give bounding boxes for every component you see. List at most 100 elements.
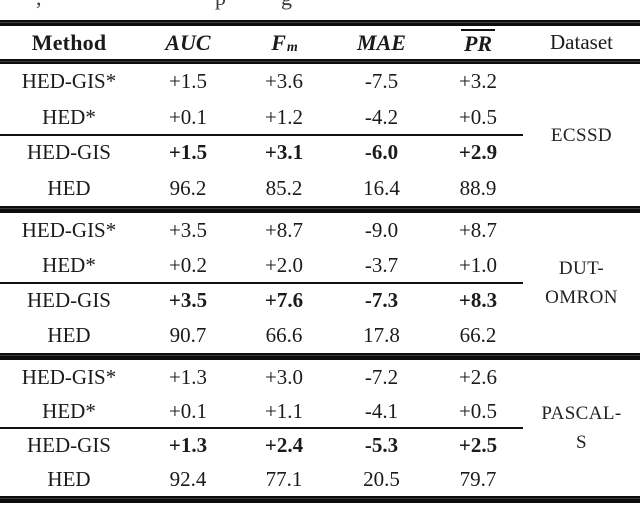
caption-glyph: g — [281, 0, 292, 11]
pr-cell: +3.2 — [458, 69, 498, 94]
fm-cell: +3.1 — [264, 140, 304, 165]
mae-cell: 17.8 — [363, 323, 400, 347]
auc-cell: +1.5 — [168, 140, 208, 165]
dataset-line: OMRON — [545, 287, 618, 308]
group-separator-rule — [0, 206, 640, 213]
pr-cell: +8.7 — [458, 218, 498, 242]
group-separator-rule — [0, 353, 640, 360]
table-top-rule — [0, 20, 640, 26]
caption-glyph: p — [215, 0, 226, 11]
mae-cell: 20.5 — [363, 466, 400, 491]
pr-cell: +2.6 — [458, 364, 498, 389]
method-cell: HED* — [42, 253, 96, 277]
method-cell: HED — [47, 175, 91, 200]
method-cell: HED-GIS — [27, 288, 111, 312]
auc-cell: +0.1 — [168, 398, 208, 423]
col-header-auc: AUC — [165, 29, 211, 55]
caption-glyph: , — [36, 0, 42, 11]
fm-cell: +3.0 — [264, 364, 304, 389]
fm-cell: +1.1 — [264, 398, 304, 423]
table-bottom-rule — [0, 496, 640, 503]
dataset-line: S — [576, 432, 587, 453]
dataset-group-ecssd: HED-GIS* +1.5 +3.6 -7.5 +3.2 HED* +0.1 +… — [0, 64, 640, 206]
fm-cell: +2.0 — [264, 253, 304, 277]
table-row: HED-GIS* +1.5 +3.6 -7.5 +3.2 — [0, 64, 640, 100]
pr-overline-label: PR — [460, 29, 496, 56]
mae-cell: -4.1 — [364, 398, 399, 423]
mae-cell: -9.0 — [364, 218, 399, 242]
fm-cell: +7.6 — [264, 288, 304, 312]
pr-cell: 66.2 — [459, 323, 497, 347]
col-header-mae: MAE — [357, 29, 406, 55]
group-mid-rule — [0, 134, 523, 136]
method-cell: HED-GIS* — [21, 69, 117, 94]
table-row: HED 92.4 77.1 20.5 79.7 — [0, 462, 640, 496]
fm-cell: +2.4 — [264, 432, 304, 457]
col-header-method: Method — [31, 29, 107, 55]
auc-cell: +1.3 — [168, 432, 208, 457]
mae-cell: -5.3 — [364, 432, 399, 457]
auc-cell: +3.5 — [168, 218, 208, 242]
table-row: HED-GIS* +3.5 +8.7 -9.0 +8.7 — [0, 213, 640, 248]
auc-cell: 92.4 — [169, 466, 207, 491]
auc-cell: +3.5 — [168, 288, 208, 312]
fm-cell: +8.7 — [264, 218, 304, 242]
dataset-group-pascal-s: HED-GIS* +1.3 +3.0 -7.2 +2.6 HED* +0.1 +… — [0, 360, 640, 496]
mae-cell: -4.2 — [364, 104, 399, 129]
pr-cell: 88.9 — [459, 175, 497, 200]
fm-main: F — [271, 29, 286, 55]
dataset-name: PASCAL- S — [523, 360, 640, 496]
fm-subscript: m — [286, 39, 298, 55]
group-mid-rule — [0, 427, 523, 429]
table-row: HED* +0.1 +1.1 -4.1 +0.5 — [0, 394, 640, 428]
method-cell: HED-GIS — [27, 432, 111, 457]
mae-cell: 16.4 — [363, 175, 400, 200]
pr-cell: +2.5 — [458, 432, 498, 457]
auc-cell: +0.1 — [168, 104, 208, 129]
auc-cell: 96.2 — [169, 175, 207, 200]
pr-cell: +2.9 — [458, 140, 498, 165]
table-row: HED* +0.1 +1.2 -4.2 +0.5 — [0, 100, 640, 136]
col-header-pr: PR — [433, 26, 523, 59]
header-bottom-rule — [0, 59, 640, 64]
auc-cell: +0.2 — [168, 253, 208, 277]
dataset-line: PASCAL- — [541, 403, 622, 424]
col-header-dataset: Dataset — [550, 30, 613, 54]
method-cell: HED* — [42, 104, 96, 129]
pr-cell: +0.5 — [458, 104, 498, 129]
cropped-caption-fragment: , p g — [0, 0, 640, 13]
table-row: HED-GIS* +1.3 +3.0 -7.2 +2.6 — [0, 360, 640, 394]
table-row: HED 90.7 66.6 17.8 66.2 — [0, 318, 640, 353]
fm-cell: 66.6 — [265, 323, 303, 347]
table-row: HED 96.2 85.2 16.4 88.9 — [0, 171, 640, 207]
dataset-name: DUT- OMRON — [523, 213, 640, 353]
pr-cell: +1.0 — [458, 253, 498, 277]
auc-cell: +1.5 — [168, 69, 208, 94]
method-cell: HED* — [42, 398, 96, 423]
fm-cell: 77.1 — [265, 466, 303, 491]
auc-cell: +1.3 — [168, 364, 208, 389]
auc-cell: 90.7 — [169, 323, 207, 347]
table-row: HED-GIS +3.5 +7.6 -7.3 +8.3 — [0, 283, 640, 318]
pr-cell: +0.5 — [458, 398, 498, 423]
dataset-line: ECSSD — [550, 124, 613, 146]
method-cell: HED-GIS — [27, 140, 111, 165]
fm-cell: 85.2 — [265, 175, 303, 200]
method-cell: HED — [47, 323, 91, 347]
pr-cell: 79.7 — [459, 466, 497, 491]
pr-cell: +8.3 — [458, 288, 498, 312]
mae-cell: -7.3 — [364, 288, 399, 312]
table-row: HED-GIS +1.5 +3.1 -6.0 +2.9 — [0, 135, 640, 171]
group-mid-rule — [0, 282, 523, 284]
fm-cell: +1.2 — [264, 104, 304, 129]
mae-cell: -7.5 — [364, 69, 399, 94]
mae-cell: -6.0 — [364, 140, 399, 165]
dataset-group-dut-omron: HED-GIS* +3.5 +8.7 -9.0 +8.7 HED* +0.2 +… — [0, 213, 640, 353]
method-cell: HED-GIS* — [21, 218, 117, 242]
table-row: HED-GIS +1.3 +2.4 -5.3 +2.5 — [0, 428, 640, 462]
method-cell: HED — [47, 466, 91, 491]
